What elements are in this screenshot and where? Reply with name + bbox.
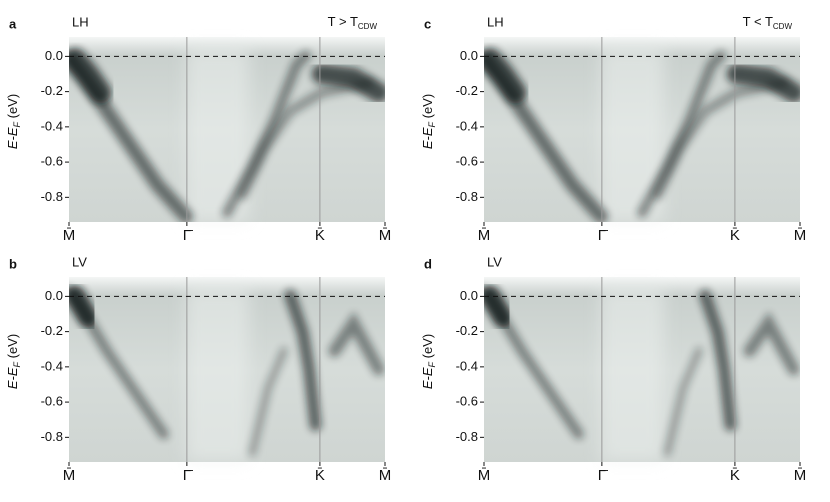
y-tick-label: -0.6: [456, 394, 478, 409]
x-tick-label: M̄: [794, 227, 807, 244]
band: [726, 64, 800, 103]
y-tick-label: -0.6: [456, 154, 478, 169]
band: [484, 48, 527, 104]
temperature-sub: CDW: [773, 22, 793, 31]
y-label-unit: (eV): [5, 94, 20, 122]
panel-letter: a: [9, 16, 17, 31]
y-tick-label: -0.8: [41, 189, 63, 204]
y-label-main: E-E: [420, 367, 435, 389]
y-tick-label: -0.2: [456, 323, 478, 338]
y-tick-label: -0.8: [41, 429, 63, 444]
image-center-glow: [600, 287, 665, 462]
y-tick-label: -0.8: [456, 429, 478, 444]
band: [699, 289, 737, 431]
spectral-image: [69, 37, 385, 222]
x-tick-label: M̄: [63, 227, 76, 244]
y-label-main: E-E: [420, 127, 435, 149]
x-tick-label: Γ̄: [598, 467, 608, 484]
y-axis-label: E-EF (eV): [420, 334, 437, 389]
band: [328, 311, 385, 376]
y-tick-label: -0.2: [41, 323, 63, 338]
y-label-sub: F: [427, 362, 437, 368]
temperature-label: T > TCDW: [328, 14, 378, 31]
x-tick-label: K̄: [730, 227, 740, 244]
polarization-label: LH: [72, 14, 89, 29]
band: [237, 78, 375, 200]
band: [311, 64, 385, 103]
y-label-unit: (eV): [420, 334, 435, 362]
y-tick-label: 0.0: [460, 288, 478, 303]
band: [743, 311, 800, 376]
x-tick-label: M̄: [63, 467, 76, 484]
y-tick-label: -0.6: [41, 154, 63, 169]
panel-letter: d: [424, 256, 432, 271]
y-label-sub: F: [427, 122, 437, 128]
y-label-main: E-E: [5, 367, 20, 389]
y-label-unit: (eV): [420, 94, 435, 122]
image-center-glow: [185, 287, 250, 462]
y-axis-label: E-EF (eV): [5, 94, 22, 149]
y-axis-label: E-EF (eV): [420, 94, 437, 149]
band: [248, 347, 288, 457]
x-tick-label: K̄: [315, 467, 325, 484]
temperature-sub: CDW: [358, 22, 378, 31]
y-axis-label: E-EF (eV): [5, 334, 22, 389]
temperature-label: T < TCDW: [743, 14, 793, 31]
y-tick-label: -0.8: [456, 189, 478, 204]
temperature-text: T > T: [328, 14, 358, 29]
y-tick-label: -0.2: [41, 83, 63, 98]
bands: [484, 285, 800, 457]
spectral-image: [484, 277, 800, 462]
x-tick-label: M̄: [478, 227, 491, 244]
y-tick-label: -0.4: [41, 358, 63, 373]
x-tick-label: M̄: [478, 467, 491, 484]
y-label-sub: F: [12, 122, 22, 128]
y-label-sub: F: [12, 362, 22, 368]
y-tick-label: 0.0: [460, 48, 478, 63]
band: [69, 285, 98, 328]
x-tick-label: Γ̄: [183, 227, 193, 244]
y-tick-label: -0.4: [456, 358, 478, 373]
y-label-unit: (eV): [5, 334, 20, 362]
x-tick-label: M̄: [794, 467, 807, 484]
bands: [69, 285, 385, 457]
x-tick-label: M̄: [379, 467, 392, 484]
band: [484, 285, 513, 328]
panel-letter: b: [9, 256, 17, 271]
y-tick-label: 0.0: [45, 288, 63, 303]
band: [284, 289, 322, 431]
y-label-main: E-E: [5, 127, 20, 149]
band: [652, 78, 790, 200]
y-tick-label: -0.6: [41, 394, 63, 409]
polarization-label: LV: [487, 254, 502, 269]
band: [69, 48, 112, 104]
y-tick-label: -0.4: [41, 118, 63, 133]
panel-letter: c: [424, 16, 431, 31]
x-tick-label: M̄: [379, 227, 392, 244]
y-tick-label: -0.2: [456, 83, 478, 98]
y-tick-label: 0.0: [45, 48, 63, 63]
temperature-text: T < T: [743, 14, 773, 29]
band: [663, 347, 703, 457]
bands: [484, 48, 800, 222]
polarization-label: LV: [72, 254, 87, 269]
x-tick-label: Γ̄: [183, 467, 193, 484]
x-tick-label: K̄: [315, 227, 325, 244]
polarization-label: LH: [487, 14, 504, 29]
spectral-image: [69, 277, 385, 462]
x-tick-label: K̄: [730, 467, 740, 484]
x-tick-label: Γ̄: [598, 227, 608, 244]
bands: [69, 48, 385, 222]
spectral-image: [484, 37, 800, 222]
y-tick-label: -0.4: [456, 118, 478, 133]
